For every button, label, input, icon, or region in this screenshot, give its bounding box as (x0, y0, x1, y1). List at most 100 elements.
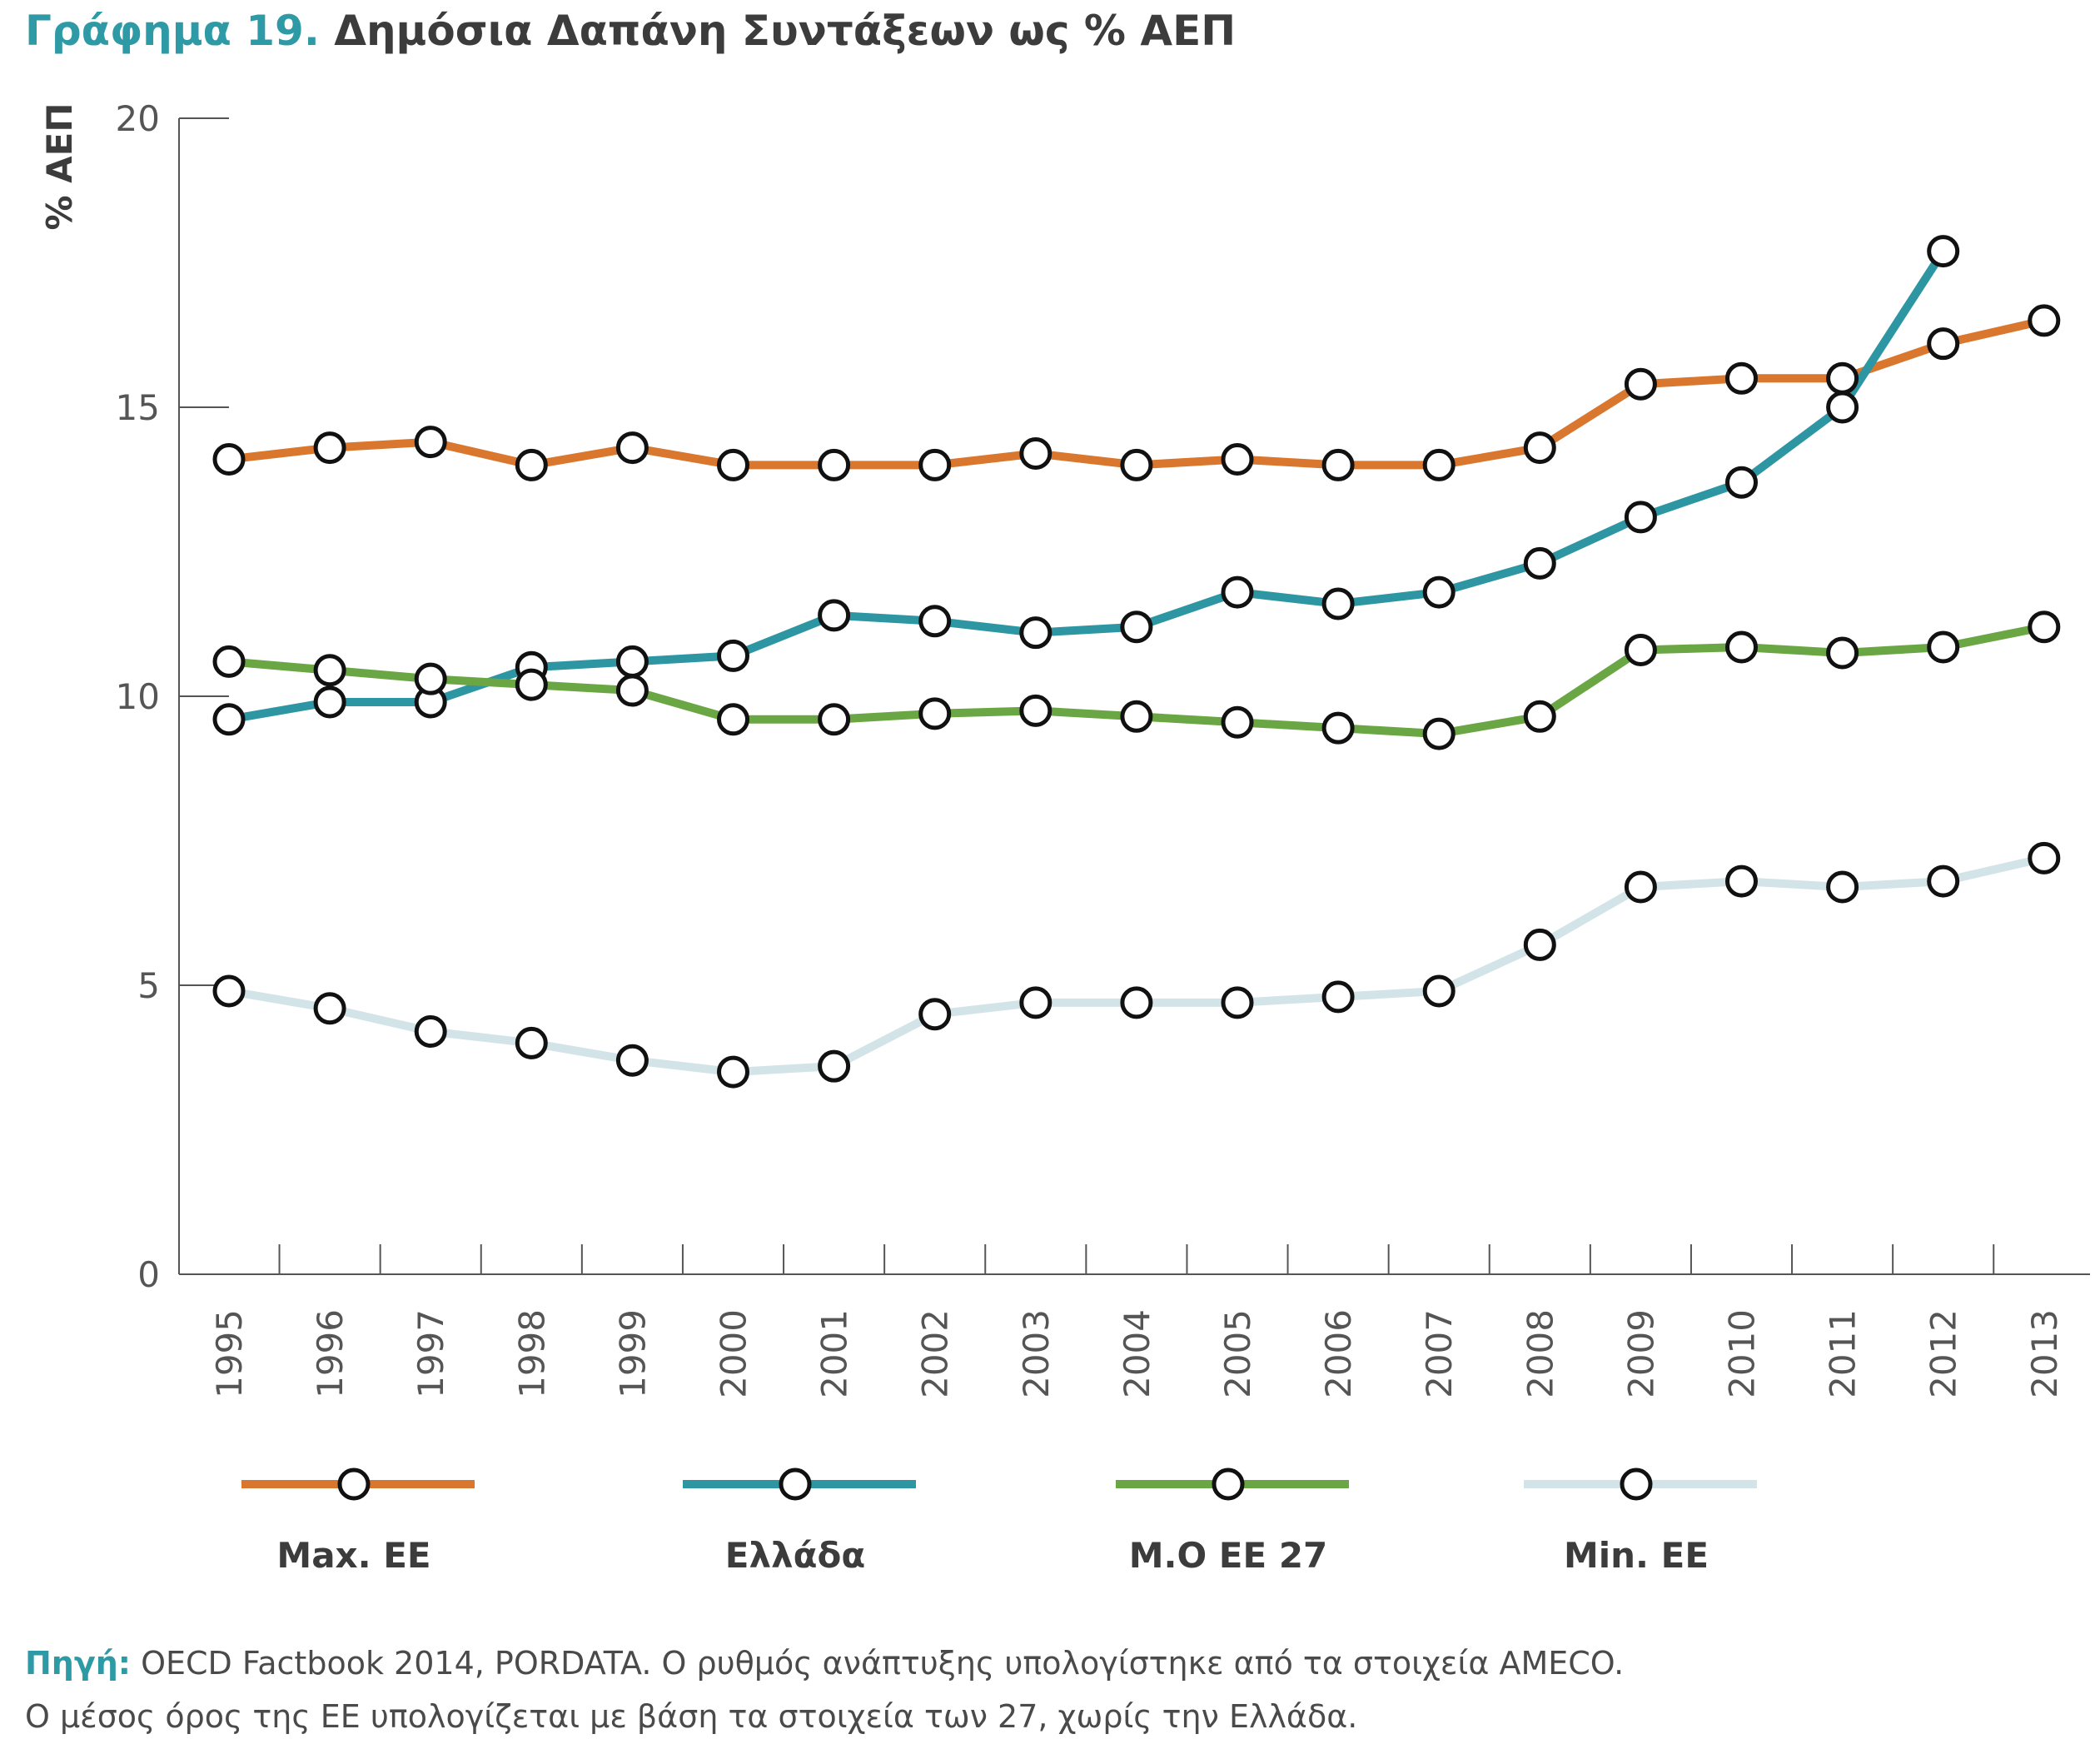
data-point-marker (515, 448, 548, 481)
source-line-1: Πηγή: OECD Factbook 2014, PORDATA. Ο ρυθ… (25, 1637, 1624, 1690)
data-point-marker (1019, 694, 1052, 727)
data-point-marker (1120, 448, 1153, 481)
x-tick-label: 1997 (411, 1309, 451, 1398)
data-point-marker (1523, 928, 1556, 961)
legend-swatch-marker (1212, 1467, 1245, 1501)
data-point-marker (1221, 986, 1254, 1019)
series-line (225, 316, 2048, 470)
x-tick-label: 2011 (1823, 1309, 1864, 1398)
data-point-marker (1927, 327, 1960, 361)
x-tick-label: 1998 (511, 1309, 552, 1398)
data-point-marker (918, 605, 952, 638)
data-point-marker (717, 448, 749, 481)
legend-swatch-marker (337, 1467, 371, 1501)
x-tick-label: 2001 (814, 1309, 855, 1398)
data-point-marker (1624, 367, 1657, 401)
data-point-marker (212, 974, 246, 1008)
x-tick-label: 2008 (1520, 1309, 1560, 1398)
legend-swatch-marker (779, 1467, 812, 1501)
source-text-2: Ο μέσος όρος της ΕΕ υπολογίζεται με βάση… (25, 1698, 1358, 1735)
data-point-marker (1624, 501, 1657, 534)
source-label: Πηγή: (25, 1645, 131, 1682)
data-point-marker (212, 442, 246, 476)
legend-label: Μ.Ο ΕΕ 27 (1129, 1535, 1328, 1576)
data-point-marker (1321, 711, 1355, 745)
x-tick-label: 2004 (1117, 1309, 1157, 1398)
data-point-marker (1927, 865, 1960, 898)
y-tick-label: 5 (137, 965, 160, 1006)
line-chart: 0 5 10 15 20 % ΑΕΠ 1995 1996 1997 1998 1999 2000 200… (39, 98, 2090, 1576)
data-point-marker (1120, 610, 1153, 644)
data-point-marker (1422, 448, 1456, 481)
data-point-marker (1019, 616, 1052, 650)
data-point-marker (1725, 466, 1758, 499)
data-point-marker (1221, 576, 1254, 609)
data-point-marker (1321, 980, 1355, 1014)
x-tick-label: 2002 (915, 1309, 956, 1398)
legend-swatch-marker (1620, 1467, 1653, 1501)
legend-label: Ελλάδα (725, 1535, 865, 1576)
y-tick-label: 20 (116, 98, 160, 139)
data-point-marker (313, 654, 346, 687)
x-tick-label: 1999 (612, 1309, 653, 1398)
data-point-marker (313, 992, 346, 1025)
data-point-marker (1321, 587, 1355, 620)
data-point-marker (717, 639, 749, 672)
data-point-marker (515, 668, 548, 701)
data-point-marker (313, 685, 346, 719)
x-tick-label: 2009 (1620, 1309, 1661, 1398)
data-point-marker (1725, 361, 1758, 395)
data-point-marker (615, 674, 649, 707)
legend-label: Min. ΕΕ (1564, 1535, 1709, 1576)
data-point-marker (1120, 700, 1153, 733)
data-point-marker (414, 1015, 447, 1049)
y-tick-label: 15 (116, 387, 160, 428)
x-tick-label: 1995 (209, 1309, 250, 1398)
data-point-marker (1826, 391, 1859, 424)
data-point-marker (1422, 717, 1456, 750)
data-point-marker (1019, 986, 1052, 1019)
data-point-marker (818, 599, 851, 632)
y-tick-label: 10 (116, 676, 160, 717)
data-point-marker (1826, 870, 1859, 904)
y-axis-label: % ΑΕΠ (39, 102, 80, 230)
data-point-marker (212, 703, 246, 736)
data-point-marker (313, 431, 346, 465)
data-point-marker (1725, 630, 1758, 664)
data-point-marker (818, 448, 851, 481)
data-point-marker (212, 645, 246, 678)
data-point-marker (1523, 700, 1556, 733)
data-point-marker (1725, 865, 1758, 898)
x-tick-label: 2007 (1419, 1309, 1460, 1398)
x-tick-label: 2003 (1016, 1309, 1057, 1398)
data-point-marker (818, 703, 851, 736)
x-tick-label: 2006 (1318, 1309, 1359, 1398)
x-tick-label: 2013 (2024, 1309, 2065, 1398)
data-point-marker (818, 1049, 851, 1083)
data-point-marker (1523, 546, 1556, 580)
data-point-marker (1019, 437, 1052, 471)
data-point-marker (414, 662, 447, 695)
data-point-marker (918, 697, 952, 730)
legend-label: Max. ΕΕ (276, 1535, 430, 1576)
series-line (225, 247, 1948, 724)
x-tick-label: 2010 (1722, 1309, 1763, 1398)
data-point-marker (1927, 235, 1960, 268)
data-point-marker (615, 645, 649, 678)
data-point-marker (2028, 610, 2061, 644)
x-tick-label: 2012 (1923, 1309, 1964, 1398)
data-point-marker (1927, 630, 1960, 664)
data-point-marker (1826, 361, 1859, 395)
data-point-marker (1624, 870, 1657, 904)
chart-title-prefix: Γράφημα 19. (25, 7, 320, 55)
x-tick-label: 2005 (1217, 1309, 1258, 1398)
series-line (225, 854, 2048, 1077)
data-point-marker (717, 1055, 749, 1089)
data-point-marker (1523, 431, 1556, 465)
data-point-marker (615, 1044, 649, 1077)
data-point-marker (918, 448, 952, 481)
source-text-1: OECD Factbook 2014, PORDATA. Ο ρυθμός αν… (141, 1645, 1625, 1682)
data-point-marker (1422, 576, 1456, 609)
data-point-marker (2028, 304, 2061, 337)
data-point-marker (1321, 448, 1355, 481)
